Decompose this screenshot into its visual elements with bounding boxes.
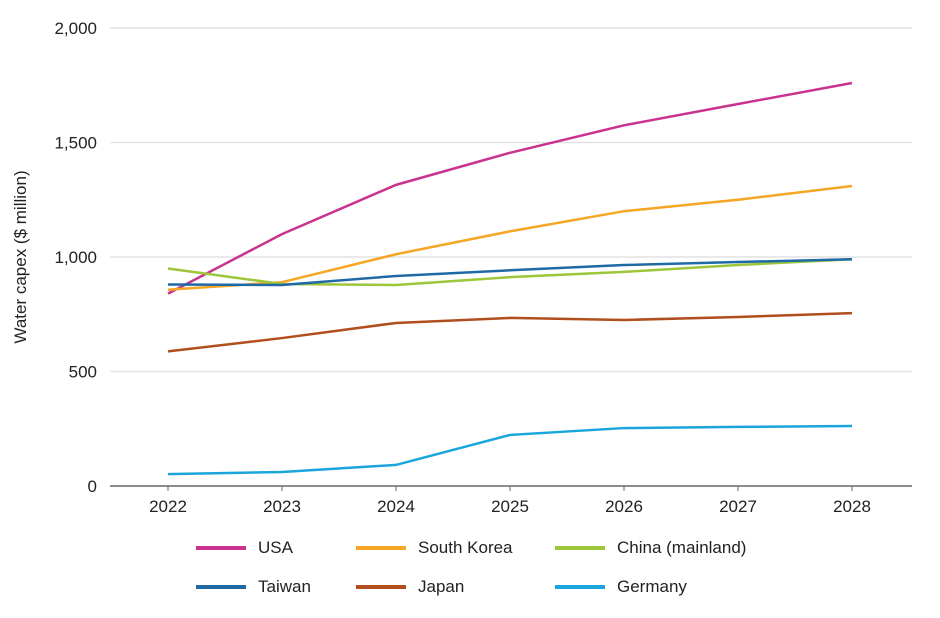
legend-label: Taiwan: [258, 577, 311, 596]
x-tick-label: 2028: [833, 497, 871, 516]
series-line-germany: [167, 424, 853, 476]
y-tick-label: 1,500: [54, 134, 97, 153]
x-tick-label: 2024: [377, 497, 415, 516]
legend-label: Japan: [418, 577, 465, 596]
legend-swatch: [555, 546, 605, 550]
series-line-usa: [167, 81, 853, 295]
legend-swatch: [555, 585, 605, 589]
y-tick-label: 0: [88, 477, 97, 496]
x-tick-label: 2027: [719, 497, 757, 516]
legend-label: USA: [258, 538, 293, 557]
legend-item: Germany: [555, 577, 687, 597]
legend-item: Japan: [356, 577, 464, 597]
legend-swatch: [196, 585, 246, 589]
legend-item: China (mainland): [555, 538, 746, 558]
x-tick-label: 2023: [263, 497, 301, 516]
x-tick-label: 2026: [605, 497, 643, 516]
y-tick-label: 500: [69, 363, 97, 382]
y-axis-label: Water capex ($ million): [11, 170, 30, 343]
y-tick-label: 1,000: [54, 248, 97, 267]
y-tick-label: 2,000: [54, 19, 97, 38]
x-tick-label: 2025: [491, 497, 529, 516]
series-line-china-mainland-: [167, 258, 853, 287]
legend-swatch: [356, 546, 406, 550]
legend-item: Taiwan: [196, 577, 311, 597]
legend-label: China (mainland): [617, 538, 747, 557]
series-line-south-korea: [167, 184, 853, 291]
legend-swatch: [356, 585, 406, 589]
x-tick-label: 2022: [149, 497, 187, 516]
legend-label: South Korea: [418, 538, 513, 557]
series-line-taiwan: [167, 258, 853, 287]
legend-swatch: [196, 546, 246, 550]
legend-item: USA: [196, 538, 293, 558]
legend-item: South Korea: [356, 538, 513, 558]
legend-label: Germany: [617, 577, 687, 596]
series-line-japan: [167, 311, 853, 353]
